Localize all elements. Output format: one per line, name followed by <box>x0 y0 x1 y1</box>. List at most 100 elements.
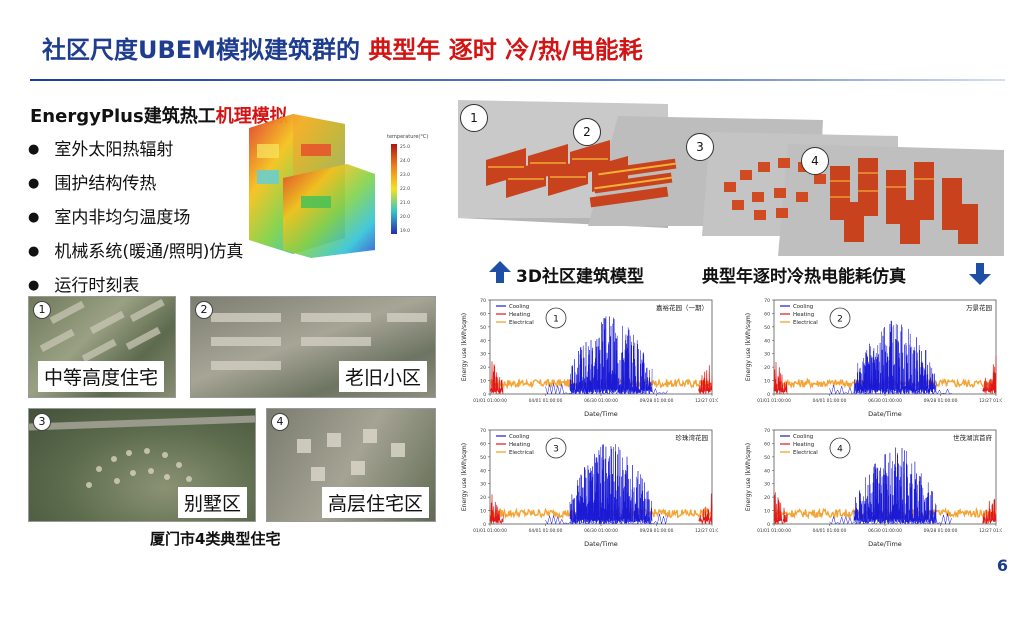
energy-chart-3: 0 10 20 30 40 50 60 70 01/01 01:00:00 04/01 01:00… <box>456 422 718 552</box>
satellite-badge: 3 <box>33 413 51 431</box>
page-number: 6 <box>996 556 1008 575</box>
heating-series <box>982 356 997 394</box>
slide-title-main: 社区尺度UBEM模拟建筑群的 <box>42 36 369 64</box>
cooling-series-shoulder <box>829 513 952 525</box>
x-tick-label: 12/27 01:00:00 <box>979 528 1002 534</box>
y-tick-label: 10 <box>764 379 770 385</box>
chart-badge-number: 1 <box>553 315 559 325</box>
legend-label: Electrical <box>793 320 818 326</box>
x-tick-label: 06/30 01:00:00 <box>868 528 902 534</box>
slide-title: 社区尺度UBEM模拟建筑群的 典型年 逐时 冷/热/电能耗 <box>42 30 643 65</box>
up-arrow-icon <box>488 260 512 288</box>
legend-label: Cooling <box>509 304 529 310</box>
y-tick-label: 50 <box>764 325 770 331</box>
chart-badge-number: 4 <box>837 445 843 455</box>
x-tick-label: 04/01 01:00:00 <box>529 528 563 534</box>
x-tick-label: 04/01 01:00:00 <box>813 528 847 534</box>
y-tick-label: 20 <box>764 495 770 501</box>
satellite-label: 中等高度住宅 <box>38 361 165 392</box>
y-tick-label: 70 <box>764 298 770 304</box>
y-tick-label: 30 <box>480 482 486 488</box>
community-name: 珍珠湾花园 <box>676 433 709 442</box>
colorbar-tick: 22.0 <box>400 186 410 192</box>
satellite-badge: 2 <box>195 301 213 319</box>
colorbar-tick: 20.0 <box>400 214 410 220</box>
heating-series <box>773 492 788 525</box>
thermal-simulation-image: temperature(°C) 25.0 24.0 23.0 22.0 21.0… <box>237 108 431 258</box>
chart-badge-circle <box>545 437 567 459</box>
heating-series <box>773 362 788 395</box>
y-tick-label: 60 <box>480 441 486 447</box>
x-tick-label: 09/28 01:00:00 <box>924 398 958 404</box>
y-tick-label: 30 <box>480 352 486 358</box>
x-tick-label: 01/01 01:00:00 <box>757 398 791 404</box>
satellite-label: 别墅区 <box>177 487 247 518</box>
y-tick-label: 30 <box>764 352 770 358</box>
x-tick-label: 09/28 01:00:00 <box>924 528 958 534</box>
y-axis-label: Energy use (kWh/sqm) <box>461 313 468 381</box>
colorbar-tick: 24.0 <box>400 158 410 164</box>
chart-badge-circle <box>829 437 851 459</box>
x-tick-label: 06/30 01:00:00 <box>868 398 902 404</box>
y-tick-label: 70 <box>480 428 486 434</box>
y-tick-label: 60 <box>764 441 770 447</box>
satellite-texture <box>211 313 427 370</box>
3d-model-label: 3D社区建筑模型 <box>516 267 644 287</box>
model-badge: 3 <box>686 133 714 161</box>
model-badge: 2 <box>573 118 601 146</box>
bullet-item: 运行时刻表 <box>28 271 243 305</box>
x-tick-label: 09/28 01:00:00 <box>640 528 674 534</box>
cooling-series <box>853 320 937 395</box>
energyplus-heading-a: EnergyPlus建筑热工 <box>30 106 216 127</box>
heating-series <box>489 361 504 395</box>
cooling-series-shoulder <box>545 513 668 525</box>
y-tick-label: 10 <box>764 509 770 515</box>
energy-sim-label: 典型年逐时冷热电能耗仿真 <box>702 267 906 287</box>
legend-label: Electrical <box>509 320 534 326</box>
legend-label: Heating <box>793 312 814 318</box>
chart-badge-circle <box>545 307 567 329</box>
3d-model-strip: 1 2 3 4 <box>458 100 1004 256</box>
chart-svg: 0 10 20 30 40 50 60 70 01/01 01:00:00 04/01 01:00… <box>461 428 718 548</box>
colorbar-tick: 25.0 <box>400 144 410 150</box>
community-name: 嘉裕花园（一期） <box>656 303 708 312</box>
chart-badge-number: 3 <box>553 445 559 455</box>
y-tick-label: 20 <box>480 495 486 501</box>
cooling-series-shoulder <box>545 383 668 395</box>
satellite-badge: 1 <box>33 301 51 319</box>
colorbar-tick: 19.0 <box>400 228 410 234</box>
cooling-series <box>569 444 653 525</box>
x-tick-label: 12/27 01:00:00 <box>979 398 1002 404</box>
heating-series <box>698 493 713 526</box>
y-tick-label: 50 <box>480 455 486 461</box>
y-tick-label: 0 <box>767 392 770 398</box>
chart-svg: 0 10 20 30 40 50 60 70 01/01 01:00:00 04/01 01:00… <box>745 298 1002 418</box>
satellite-texture <box>29 415 255 488</box>
x-axis-label: Date/Time <box>868 540 902 548</box>
energy-chart-2: 0 10 20 30 40 50 60 70 01/01 01:00:00 04/01 01:00… <box>740 292 1002 422</box>
satellite-image-villa: 3 别墅区 <box>28 408 256 522</box>
y-tick-label: 50 <box>480 325 486 331</box>
x-tick-label: 01/01 01:00:00 <box>473 398 507 404</box>
legend-label: Cooling <box>793 304 813 310</box>
title-divider <box>30 79 1005 81</box>
x-axis-label: Date/Time <box>584 540 618 548</box>
x-tick-label: 12/27 01:00:00 <box>695 398 718 404</box>
legend-label: Heating <box>793 442 814 448</box>
satellite-label: 老旧小区 <box>338 361 427 392</box>
bullet-item: 围护结构传热 <box>28 169 243 203</box>
y-tick-label: 0 <box>483 392 486 398</box>
satellite-label: 高层住宅区 <box>321 487 429 518</box>
y-tick-label: 60 <box>480 311 486 317</box>
y-tick-label: 30 <box>764 482 770 488</box>
colorbar-tick: 21.0 <box>400 200 410 206</box>
y-tick-label: 70 <box>480 298 486 304</box>
x-tick-label: 04/01 01:00:00 <box>813 398 847 404</box>
energyplus-bullet-list: 室外太阳热辐射 围护结构传热 室内非均匀温度场 机械系统(暖通/照明)仿真 运行… <box>28 135 243 305</box>
y-tick-label: 40 <box>480 338 486 344</box>
satellite-image-mid-rise: 1 中等高度住宅 <box>28 296 176 398</box>
down-arrow-icon <box>968 262 992 290</box>
satellite-image-high-rise: 4 高层住宅区 <box>266 408 436 522</box>
x-tick-label: 12/27 01:00:00 <box>695 528 718 534</box>
y-axis-label: Energy use (kWh/sqm) <box>461 443 468 511</box>
